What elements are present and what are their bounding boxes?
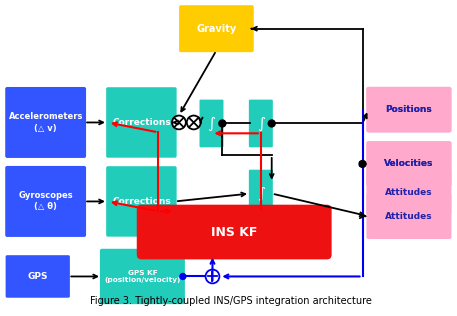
Text: ∫: ∫: [257, 186, 265, 201]
Circle shape: [359, 161, 366, 167]
Text: Attitudes: Attitudes: [385, 188, 433, 197]
Text: Positions: Positions: [386, 105, 432, 114]
Text: Corrections: Corrections: [112, 118, 171, 127]
FancyBboxPatch shape: [249, 100, 273, 147]
FancyBboxPatch shape: [106, 87, 177, 158]
Text: Positions: Positions: [386, 105, 432, 114]
FancyBboxPatch shape: [5, 87, 86, 158]
FancyBboxPatch shape: [179, 5, 254, 52]
Circle shape: [172, 116, 186, 129]
Text: Corrections: Corrections: [112, 197, 171, 206]
FancyBboxPatch shape: [367, 87, 452, 132]
FancyBboxPatch shape: [367, 141, 452, 187]
FancyBboxPatch shape: [100, 249, 185, 304]
Text: Gyroscopes
(△ θ): Gyroscopes (△ θ): [18, 191, 73, 211]
Text: GPS KF
(position/velocity): GPS KF (position/velocity): [104, 270, 181, 283]
Text: Velocities: Velocities: [384, 160, 434, 168]
Text: Accelerometers
(△ v): Accelerometers (△ v): [9, 112, 83, 132]
FancyBboxPatch shape: [200, 100, 223, 147]
Circle shape: [219, 120, 226, 127]
Text: GPS: GPS: [27, 272, 48, 281]
Text: Velocities: Velocities: [384, 160, 434, 168]
Circle shape: [187, 116, 201, 129]
FancyBboxPatch shape: [367, 170, 452, 215]
FancyBboxPatch shape: [5, 166, 86, 237]
Circle shape: [206, 270, 219, 283]
FancyBboxPatch shape: [367, 87, 452, 132]
Text: Gravity: Gravity: [197, 24, 237, 34]
Text: INS KF: INS KF: [211, 226, 257, 239]
FancyBboxPatch shape: [367, 193, 452, 239]
FancyBboxPatch shape: [249, 170, 273, 217]
Text: ∫: ∫: [207, 116, 216, 131]
Circle shape: [268, 120, 275, 127]
FancyBboxPatch shape: [5, 255, 70, 298]
FancyBboxPatch shape: [106, 166, 177, 237]
Circle shape: [180, 274, 186, 279]
Text: Figure 3. Tightly-coupled INS/GPS integration architecture: Figure 3. Tightly-coupled INS/GPS integr…: [90, 296, 372, 306]
FancyBboxPatch shape: [367, 141, 452, 187]
FancyBboxPatch shape: [137, 205, 332, 259]
Text: ∫: ∫: [257, 116, 265, 131]
Text: Attitudes: Attitudes: [385, 212, 433, 221]
